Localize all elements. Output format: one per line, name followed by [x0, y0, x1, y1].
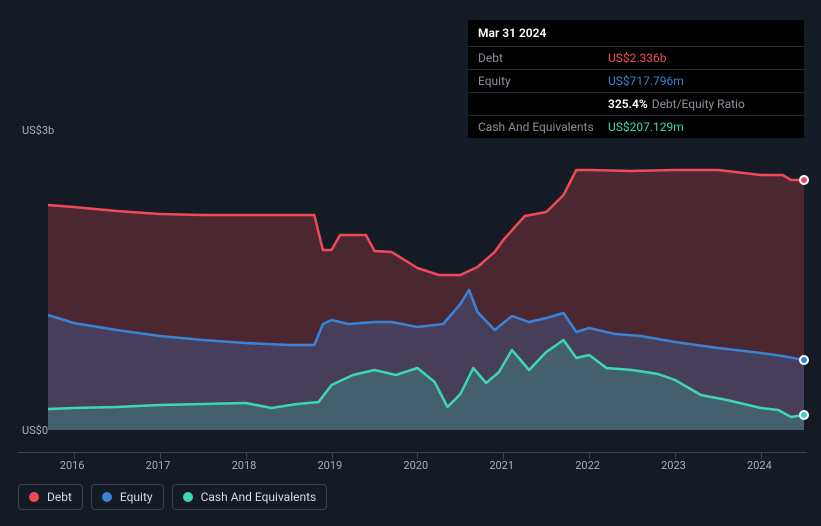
x-tick-label: 2022: [575, 459, 600, 472]
tooltip-row-label: Cash And Equivalents: [478, 120, 608, 134]
x-tick-label: 2021: [489, 459, 514, 472]
x-tick-label: 2020: [403, 459, 428, 472]
tooltip-date: Mar 31 2024: [468, 20, 804, 46]
tooltip-row: EquityUS$717.796m: [468, 69, 804, 92]
x-tick-label: 2016: [60, 459, 85, 472]
tooltip-row-value: US$2.336b: [608, 51, 667, 65]
chart-legend: Debt Equity Cash And Equivalents: [18, 484, 327, 510]
legend-swatch: [29, 492, 39, 502]
legend-label: Debt: [47, 490, 72, 504]
tooltip-row: DebtUS$2.336b: [468, 46, 804, 69]
x-tick-label: 2017: [146, 459, 171, 472]
legend-item[interactable]: Debt: [18, 484, 83, 510]
series-end-marker: [799, 355, 809, 365]
datapoint-tooltip: Mar 31 2024 DebtUS$2.336bEquityUS$717.79…: [468, 20, 804, 138]
series-end-marker: [799, 175, 809, 185]
series-end-marker: [799, 410, 809, 420]
tooltip-ratio-pct: 325.4%: [608, 97, 648, 111]
tooltip-row-value: US$717.796m: [608, 74, 684, 88]
y-tick-bottom: US$0: [22, 424, 48, 437]
x-tick-label: 2018: [232, 459, 257, 472]
tooltip-row: Cash And EquivalentsUS$207.129m: [468, 115, 804, 138]
legend-swatch: [183, 492, 193, 502]
x-tick-label: 2019: [318, 459, 343, 472]
tooltip-row: 325.4% Debt/Equity Ratio: [468, 92, 804, 115]
x-tick-label: 2024: [747, 459, 772, 472]
x-axis: 2016 2017 2018 2019 2020 2021 2022 2023 2024: [18, 452, 807, 470]
legend-item[interactable]: Cash And Equivalents: [172, 484, 328, 510]
tooltip-row-label: [478, 97, 608, 111]
legend-item[interactable]: Equity: [91, 484, 164, 510]
tooltip-row-label: Debt: [478, 51, 608, 65]
financials-area-chart: [48, 130, 804, 430]
tooltip-row-value: US$207.129m: [608, 120, 684, 134]
tooltip-ratio-label: Debt/Equity Ratio: [652, 97, 745, 111]
legend-label: Cash And Equivalents: [201, 490, 317, 504]
legend-label: Equity: [120, 490, 153, 504]
x-tick-label: 2023: [661, 459, 686, 472]
legend-swatch: [102, 492, 112, 502]
tooltip-row-label: Equity: [478, 74, 608, 88]
